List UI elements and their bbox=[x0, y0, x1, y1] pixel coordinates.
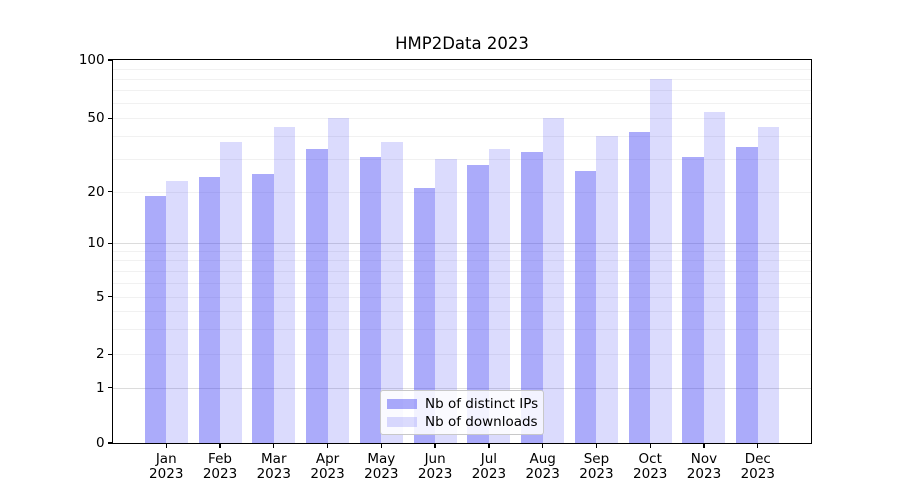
legend-swatch-distinct-ips bbox=[387, 398, 417, 410]
y-tick-5 bbox=[107, 296, 112, 298]
bar-downloads-aug bbox=[542, 118, 565, 443]
bar-ips-jan bbox=[144, 195, 167, 443]
x-tick-oct bbox=[649, 444, 651, 449]
x-tick-label-nov: Nov 2023 bbox=[686, 451, 722, 482]
gridline-y-2 bbox=[113, 354, 811, 356]
bar-ips-mar bbox=[252, 173, 274, 443]
legend: Nb of distinct IPs Nb of downloads bbox=[380, 390, 544, 435]
bar-downloads-oct bbox=[650, 78, 672, 443]
x-tick-aug bbox=[542, 444, 544, 449]
y-tick-2 bbox=[107, 353, 112, 355]
spine-left bbox=[111, 58, 113, 445]
bar-downloads-jan bbox=[166, 180, 188, 443]
gridline-y-90 bbox=[113, 68, 811, 70]
bar-downloads-apr bbox=[327, 118, 350, 443]
x-tick-label-apr: Apr 2023 bbox=[310, 451, 345, 482]
gridline-y-4 bbox=[113, 310, 811, 312]
bar-downloads-dec bbox=[757, 126, 780, 443]
y-tick-label-2: 2 bbox=[96, 346, 105, 363]
bar-ips-jul bbox=[467, 164, 489, 443]
gridline-y-1 bbox=[113, 387, 811, 389]
bar-ips-sep bbox=[574, 170, 597, 443]
gridline-y-20 bbox=[113, 191, 811, 193]
bar-ips-oct bbox=[628, 132, 651, 443]
x-tick-label-mar: Mar 2023 bbox=[256, 451, 291, 482]
y-tick-0 bbox=[107, 442, 112, 444]
bar-ips-dec bbox=[736, 146, 758, 443]
gridline-y-8 bbox=[113, 260, 811, 262]
chart-title: HMP2Data 2023 bbox=[395, 34, 529, 53]
legend-item-distinct-ips: Nb of distinct IPs bbox=[387, 395, 539, 413]
gridline-y-80 bbox=[113, 78, 811, 80]
bar-downloads-feb bbox=[220, 142, 242, 443]
y-tick-label-20: 20 bbox=[87, 183, 105, 200]
bar-ips-nov bbox=[682, 156, 704, 443]
bar-ips-apr bbox=[306, 149, 328, 443]
x-tick-mar bbox=[273, 444, 275, 449]
legend-swatch-downloads bbox=[387, 416, 417, 428]
x-tick-label-feb: Feb 2023 bbox=[202, 451, 238, 482]
x-tick-label-oct: Oct 2023 bbox=[633, 451, 668, 482]
y-tick-label-50: 50 bbox=[87, 110, 105, 127]
y-tick-label-1: 1 bbox=[96, 379, 105, 396]
y-tick-1 bbox=[107, 386, 112, 389]
spine-top bbox=[111, 58, 813, 60]
x-tick-label-sep: Sep 2023 bbox=[579, 451, 614, 482]
x-tick-label-dec: Dec 2023 bbox=[740, 451, 775, 482]
gridline-y-9 bbox=[113, 251, 811, 253]
y-tick-100 bbox=[107, 59, 112, 61]
spine-right bbox=[811, 58, 813, 445]
x-tick-label-jul: Jul 2023 bbox=[471, 451, 507, 482]
x-tick-jun bbox=[434, 444, 436, 449]
x-tick-label-jun: Jun 2023 bbox=[417, 451, 453, 482]
gridline-y-5 bbox=[113, 296, 811, 298]
bar-ips-may bbox=[359, 156, 382, 443]
x-tick-feb bbox=[219, 444, 221, 449]
gridline-y-7 bbox=[113, 270, 811, 272]
x-tick-apr bbox=[326, 444, 329, 449]
gridline-y-60 bbox=[113, 102, 811, 104]
bar-downloads-sep bbox=[596, 136, 618, 443]
spine-bottom bbox=[111, 443, 813, 445]
y-tick-20 bbox=[107, 191, 112, 193]
bar-downloads-mar bbox=[273, 126, 296, 443]
gridline-y-40 bbox=[113, 136, 811, 138]
gridline-y-70 bbox=[113, 89, 811, 91]
x-tick-sep bbox=[595, 444, 598, 449]
x-tick-label-may: May 2023 bbox=[364, 451, 399, 482]
x-tick-may bbox=[380, 444, 382, 449]
x-tick-label-jan: Jan 2023 bbox=[149, 451, 184, 482]
gridline-y-30 bbox=[113, 159, 811, 161]
y-tick-label-0: 0 bbox=[96, 435, 105, 451]
bar-downloads-jul bbox=[488, 149, 511, 443]
x-tick-nov bbox=[703, 444, 705, 449]
plot-area bbox=[113, 60, 811, 443]
bar-ips-aug bbox=[521, 151, 543, 443]
y-tick-label-100: 100 bbox=[78, 52, 105, 68]
y-tick-label-5: 5 bbox=[96, 288, 105, 305]
bar-downloads-nov bbox=[703, 111, 726, 443]
gridline-y-10 bbox=[113, 243, 811, 245]
x-tick-jan bbox=[165, 444, 167, 449]
x-tick-label-aug: Aug 2023 bbox=[525, 451, 560, 482]
legend-label-downloads: Nb of downloads bbox=[425, 414, 538, 430]
bar-ips-jun bbox=[413, 187, 436, 443]
y-tick-10 bbox=[107, 242, 112, 244]
legend-label-distinct-ips: Nb of distinct IPs bbox=[425, 396, 539, 412]
bar-downloads-may bbox=[381, 142, 403, 443]
gridline-y-50 bbox=[113, 118, 811, 120]
bar-ips-feb bbox=[198, 177, 220, 443]
y-tick-label-10: 10 bbox=[87, 235, 105, 252]
x-tick-jul bbox=[488, 444, 490, 449]
x-tick-dec bbox=[757, 444, 759, 449]
gridline-y-6 bbox=[113, 282, 811, 284]
gridline-y-3 bbox=[113, 328, 811, 330]
bar-downloads-jun bbox=[435, 159, 457, 443]
y-tick-50 bbox=[107, 117, 112, 119]
legend-item-downloads: Nb of downloads bbox=[387, 413, 538, 431]
